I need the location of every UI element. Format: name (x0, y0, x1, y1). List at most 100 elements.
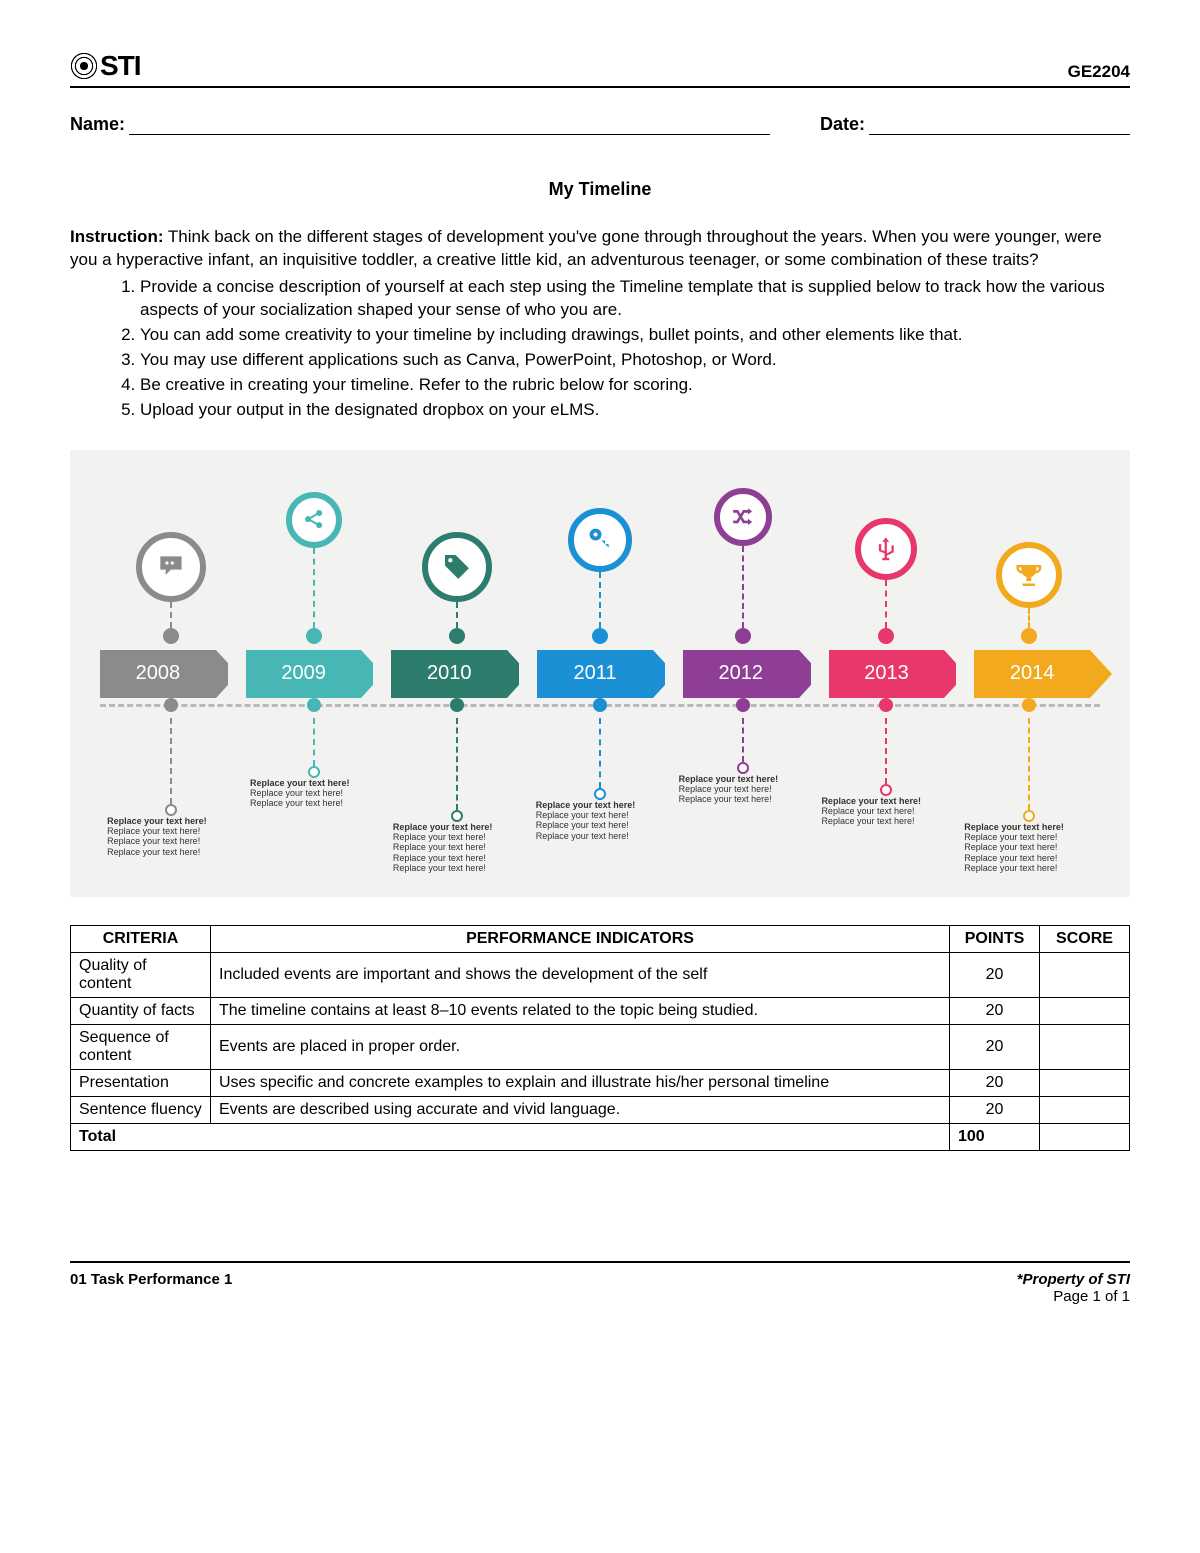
rubric-table: CRITERIA PERFORMANCE INDICATORS POINTS S… (70, 925, 1130, 1151)
score-cell[interactable] (1040, 1070, 1130, 1097)
total-label-cell: Total (71, 1124, 950, 1151)
timeline-caption: Replace your text here!Replace your text… (679, 774, 808, 805)
timeline-caption: Replace your text here!Replace your text… (250, 778, 379, 809)
score-cell[interactable] (1040, 1097, 1130, 1124)
total-score-cell[interactable] (1040, 1124, 1130, 1151)
instruction-steps: Provide a concise description of yoursel… (70, 276, 1130, 422)
criteria-cell: Sentence fluency (71, 1097, 211, 1124)
timeline-caption-bold: Replace your text here! (250, 778, 379, 788)
date-field: Date: (820, 114, 1130, 135)
timeline-year-label: 2010 (427, 662, 472, 685)
timeline-caption-bold: Replace your text here! (679, 774, 808, 784)
score-cell[interactable] (1040, 1025, 1130, 1070)
timeline-caption-line: Replace your text here! (964, 832, 1093, 842)
timeline-caption: Replace your text here!Replace your text… (107, 816, 236, 857)
criteria-cell: Quantity of facts (71, 998, 211, 1025)
instruction-step: You may use different applications such … (140, 349, 1130, 372)
instruction-step: You can add some creativity to your time… (140, 324, 1130, 347)
date-label: Date: (820, 114, 865, 135)
key-icon (568, 508, 632, 572)
score-cell[interactable] (1040, 998, 1130, 1025)
instruction-step: Upload your output in the designated dro… (140, 399, 1130, 422)
table-row: Quantity of factsThe timeline contains a… (71, 998, 1130, 1025)
timeline-caption-bold: Replace your text here! (964, 822, 1093, 832)
timeline-dash-dot (307, 698, 321, 712)
timeline-year-chip: 2013 (829, 650, 945, 698)
timeline-caption-line: Replace your text here! (393, 863, 522, 873)
timeline-caption-line: Replace your text here! (821, 816, 950, 826)
name-field: Name: (70, 114, 770, 135)
timeline-dot (735, 628, 751, 644)
timeline-stem (742, 718, 744, 762)
timeline-year-label: 2013 (864, 662, 909, 685)
timeline-ring-dot (165, 804, 177, 816)
col-score-header: SCORE (1040, 926, 1130, 953)
instruction-text: Think back on the different stages of de… (70, 227, 1102, 269)
points-cell: 20 (950, 1097, 1040, 1124)
timeline-caption-line: Replace your text here! (536, 831, 665, 841)
timeline-stem (742, 546, 744, 628)
timeline-caption-line: Replace your text here! (964, 853, 1093, 863)
timeline-ring-dot (308, 766, 320, 778)
timeline-ring-dot (594, 788, 606, 800)
timeline-caption-line: Replace your text here! (964, 863, 1093, 873)
timeline-dot (449, 628, 465, 644)
timeline-ring-dot (880, 784, 892, 796)
score-cell[interactable] (1040, 953, 1130, 998)
timeline-caption-line: Replace your text here! (107, 836, 236, 846)
timeline-stem (456, 602, 458, 628)
timeline-caption-line: Replace your text here! (964, 842, 1093, 852)
timeline-dot (878, 628, 894, 644)
table-total-row: Total100 (71, 1124, 1130, 1151)
points-cell: 20 (950, 1025, 1040, 1070)
name-underline[interactable] (129, 114, 770, 135)
timeline-dash-dot (1022, 698, 1036, 712)
timeline-year-label: 2012 (718, 662, 763, 685)
criteria-cell: Presentation (71, 1070, 211, 1097)
timeline-year-label: 2011 (574, 662, 617, 685)
date-underline[interactable] (869, 114, 1130, 135)
timeline-arrow-row: 2008200920102011201220132014 (100, 650, 1100, 698)
logo-swirl-icon (70, 52, 98, 80)
points-cell: 20 (950, 953, 1040, 998)
col-criteria-header: CRITERIA (71, 926, 211, 953)
timeline-caption-line: Replace your text here! (107, 826, 236, 836)
course-code: GE2204 (1068, 62, 1130, 82)
timeline-caption-line: Replace your text here! (821, 806, 950, 816)
name-label: Name: (70, 114, 125, 135)
timeline-caption-bold: Replace your text here! (107, 816, 236, 826)
page-title: My Timeline (70, 179, 1130, 200)
timeline-caption-line: Replace your text here! (107, 847, 236, 857)
timeline-stem (170, 602, 172, 628)
timeline-caption-line: Replace your text here! (393, 853, 522, 863)
doc-header: STI GE2204 (70, 50, 1130, 88)
usb-icon (855, 518, 917, 580)
timeline-dot (163, 628, 179, 644)
indicator-cell: Uses specific and concrete examples to e… (211, 1070, 950, 1097)
timeline-year-label: 2009 (281, 662, 326, 685)
timeline-caption-bold: Replace your text here! (821, 796, 950, 806)
criteria-cell: Quality of content (71, 953, 211, 998)
indicator-cell: Events are placed in proper order. (211, 1025, 950, 1070)
instruction-step: Be creative in creating your timeline. R… (140, 374, 1130, 397)
timeline-caption-line: Replace your text here! (536, 810, 665, 820)
timeline-ring-dot (737, 762, 749, 774)
timeline-stem (885, 718, 887, 784)
table-row: Quality of contentIncluded events are im… (71, 953, 1130, 998)
table-header-row: CRITERIA PERFORMANCE INDICATORS POINTS S… (71, 926, 1130, 953)
timeline-year-chip: 2012 (683, 650, 799, 698)
trophy-icon (996, 542, 1062, 608)
timeline-caption: Replace your text here! Replace your text… (536, 800, 665, 841)
footer-divider (70, 1261, 1130, 1263)
logo-text: STI (100, 50, 141, 82)
points-cell: 20 (950, 1070, 1040, 1097)
timeline-stem (599, 718, 601, 788)
timeline-caption-line: Replace your text here! (393, 832, 522, 842)
name-date-row: Name: Date: (70, 114, 1130, 135)
table-row: Sequence of contentEvents are placed in … (71, 1025, 1130, 1070)
table-row: PresentationUses specific and concrete e… (71, 1070, 1130, 1097)
indicator-cell: The timeline contains at least 8–10 even… (211, 998, 950, 1025)
footer: 01 Task Performance 1 *Property of STI P… (70, 1271, 1130, 1305)
footer-page: Page 1 of 1 (1017, 1288, 1130, 1305)
col-indicators-header: PERFORMANCE INDICATORS (211, 926, 950, 953)
